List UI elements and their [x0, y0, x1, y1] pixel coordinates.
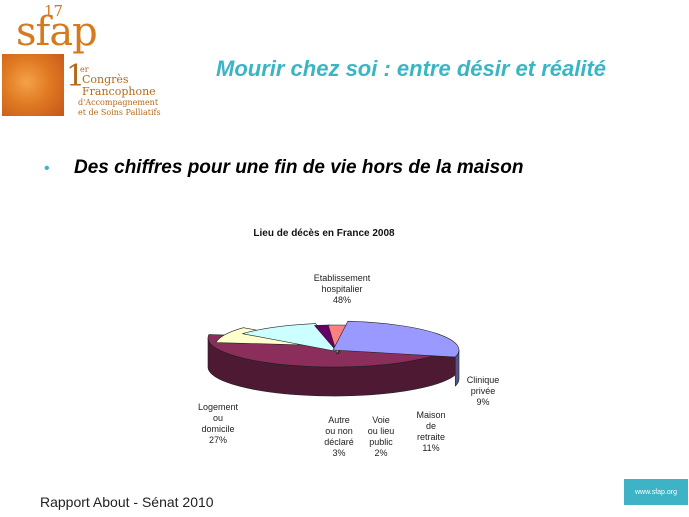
slide-title: Mourir chez soi : entre désir et réalité: [216, 56, 607, 81]
chart-title: Lieu de décès en France 2008: [253, 228, 395, 239]
logo-edition: 17: [44, 2, 64, 20]
sfap-logo: 17 sfap 1 er Congrès Francophone d'Accom…: [0, 0, 170, 122]
slice-label: Voie ou lieu public 2%: [368, 415, 395, 458]
footer-url-badge[interactable]: www.sfap.org: [624, 479, 688, 505]
bullet-text: Des chiffres pour une fin de vie hors de…: [74, 157, 524, 178]
slice-label: Logement ou domicile 27%: [198, 402, 239, 445]
logo-line-1: Congrès: [82, 73, 129, 86]
logo-wordmark: sfap: [16, 9, 98, 55]
logo-ordinal-sup: er: [80, 65, 89, 74]
logo-line-2: Francophone: [82, 85, 156, 98]
footer-source: Rapport About - Sénat 2010: [40, 494, 214, 510]
slice-label: Maison de retraite 11%: [416, 410, 445, 453]
logo-ordinal: 1: [66, 59, 86, 94]
slice-label: Etablissement hospitalier 48%: [314, 273, 371, 305]
logo-line-4: et de Soins Palliatifs: [78, 108, 161, 117]
slice-label: Autre ou non déclaré 3%: [324, 415, 354, 458]
logo-line-3: d'Accompagnement: [78, 98, 159, 107]
slice-label: Clinique privée 9%: [467, 375, 500, 407]
bullet-dot-icon: •: [44, 160, 50, 177]
pie-slice: [242, 323, 341, 353]
logo-emblem: [2, 54, 64, 116]
pie-slice: [332, 320, 460, 358]
